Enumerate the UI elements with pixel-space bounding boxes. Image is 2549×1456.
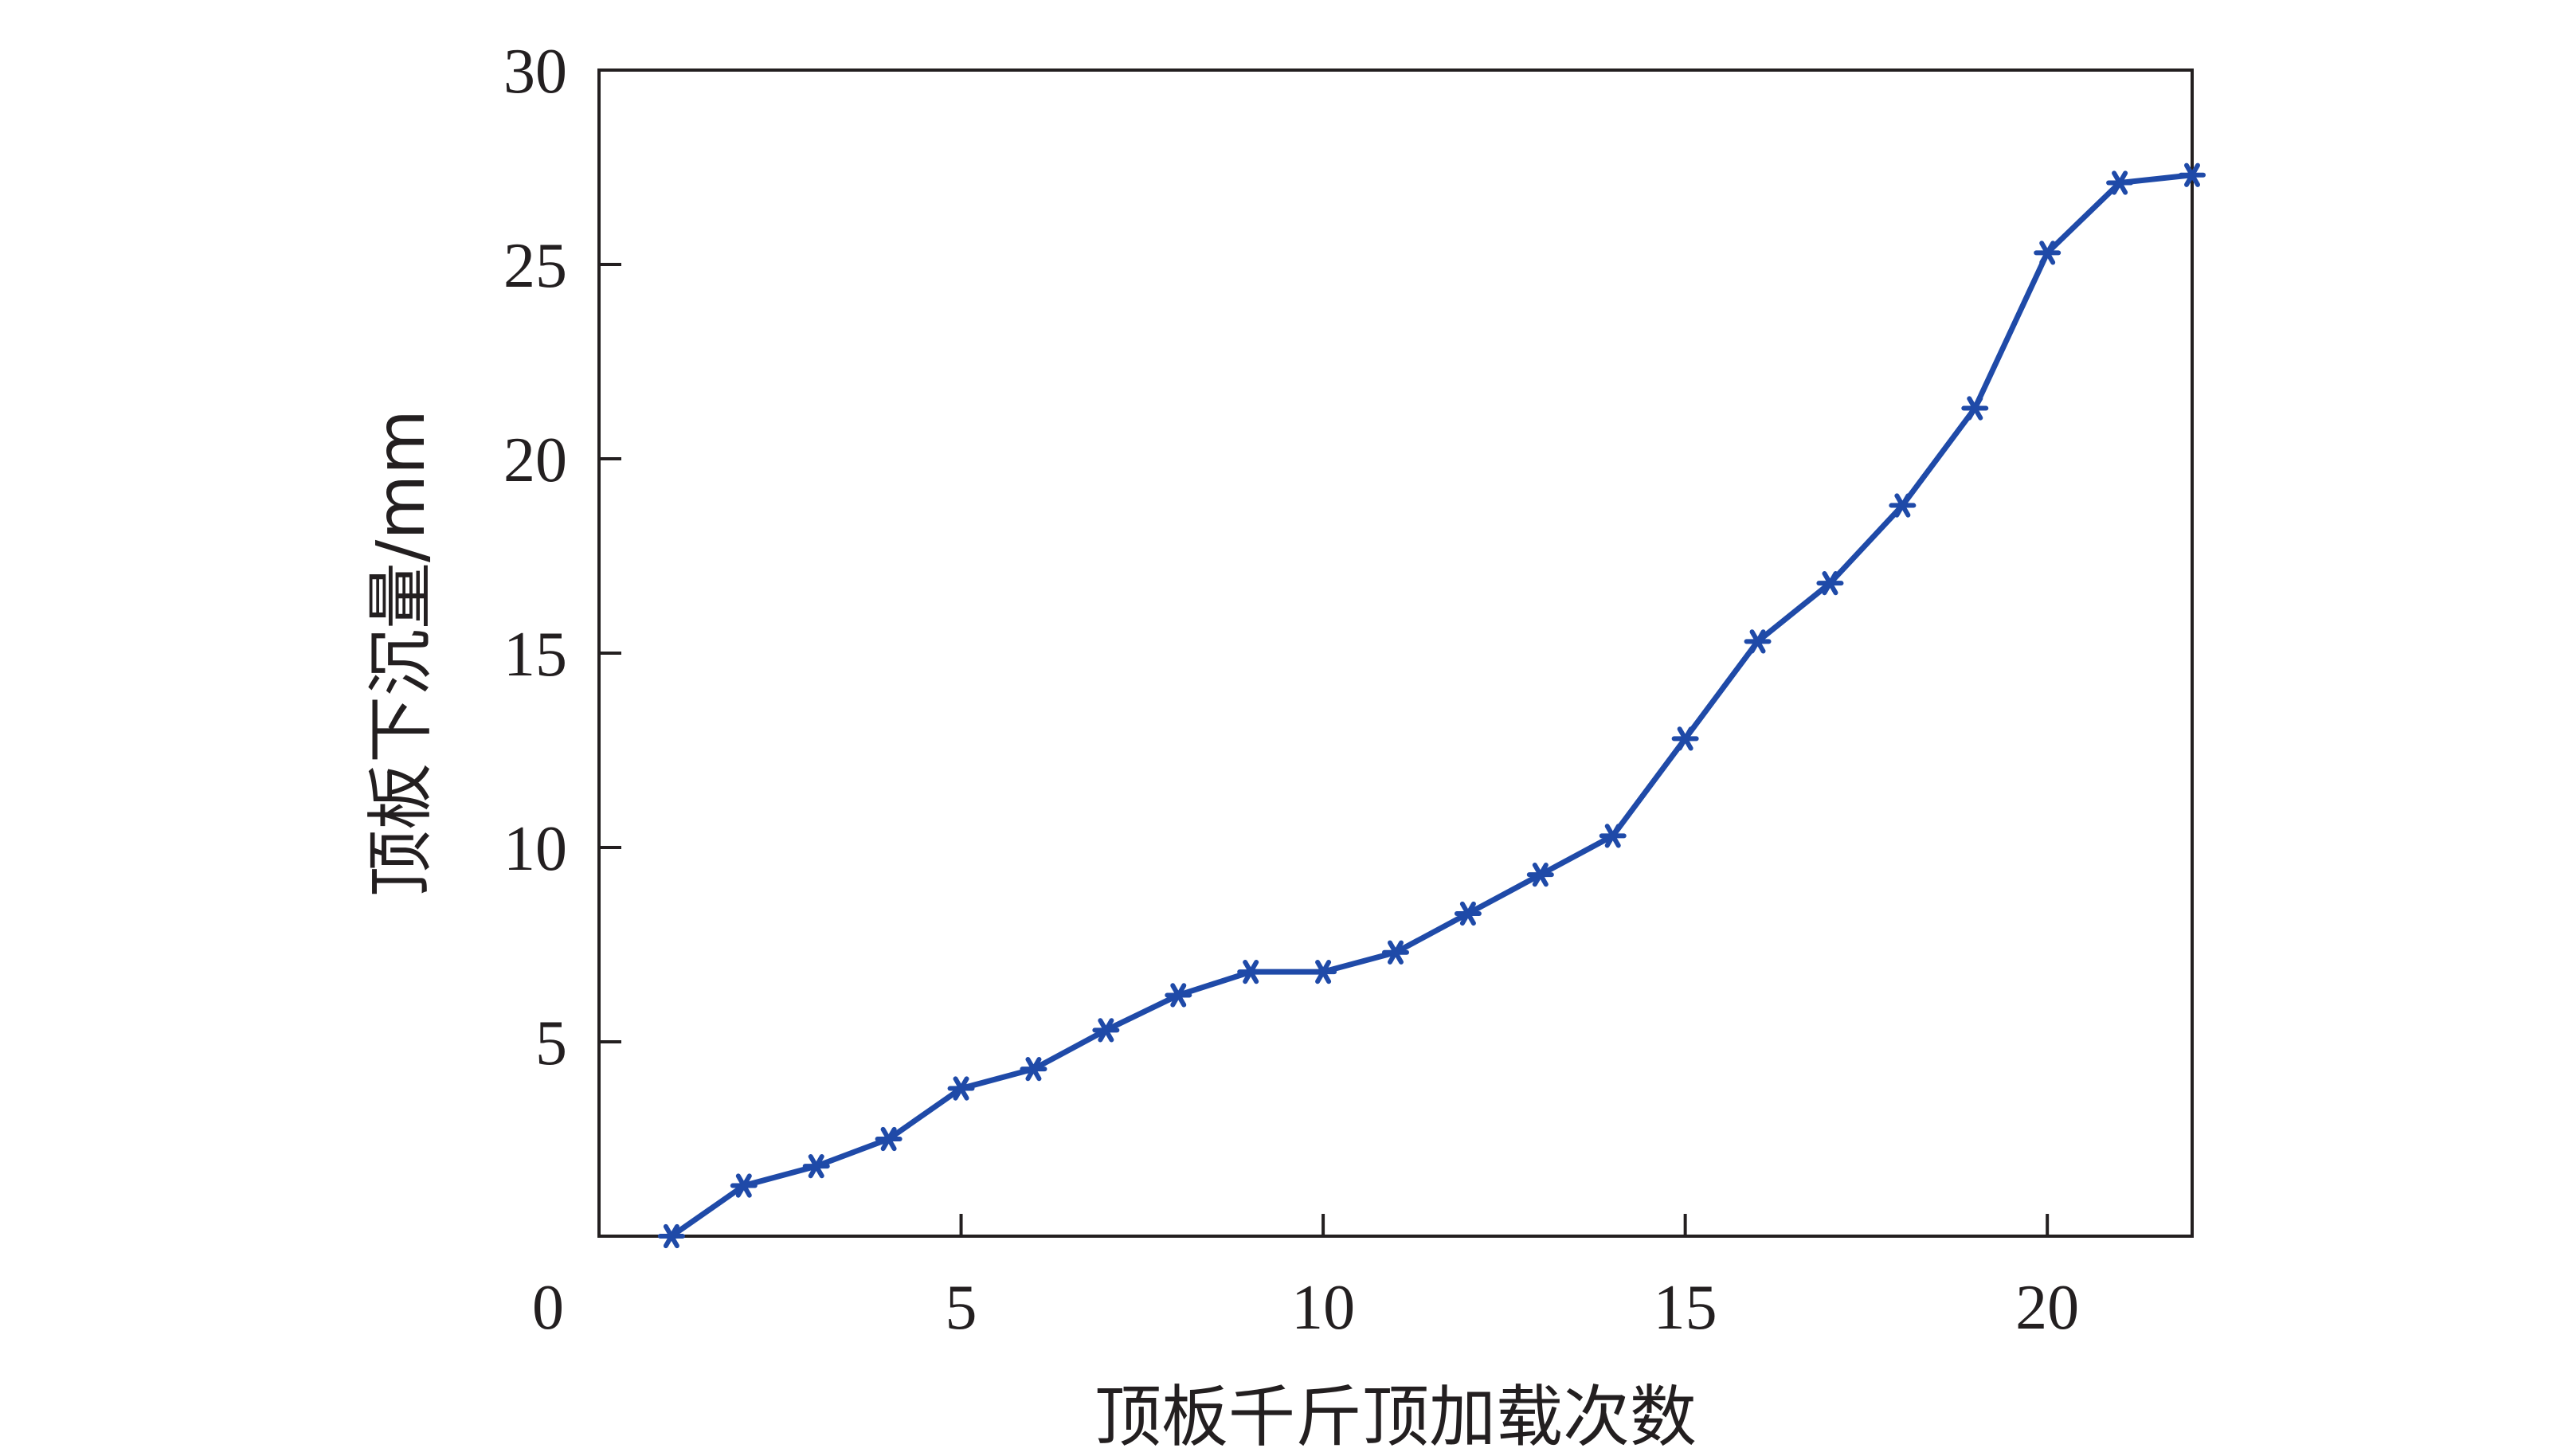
y-tick-label: 5	[535, 1008, 567, 1078]
data-point-marker	[1382, 940, 1409, 965]
data-point-marker	[1092, 1018, 1120, 1043]
series-line	[668, 172, 2195, 1239]
data-point-marker	[1889, 493, 1917, 518]
x-tick-label: 15	[1654, 1273, 1717, 1343]
data-point-marker	[802, 1154, 830, 1179]
data-point-marker	[730, 1173, 758, 1198]
origin-label: 0	[532, 1273, 564, 1343]
y-tick-label: 20	[503, 425, 567, 495]
y-tick-label: 30	[503, 37, 567, 107]
data-point-marker	[1020, 1057, 1047, 1082]
data-point-marker	[1526, 863, 1554, 887]
data-point-marker	[657, 1223, 685, 1249]
data-point-marker	[1599, 824, 1627, 848]
y-axis-title: 顶板下沉量/mm	[362, 409, 440, 897]
data-point-marker	[947, 1076, 975, 1101]
x-tick-label: 5	[946, 1273, 977, 1343]
x-axis-title: 顶板千斤顶加载次数	[1094, 1378, 1697, 1456]
y-tick-label: 10	[503, 814, 567, 884]
plot-frame	[597, 68, 2194, 1238]
data-point-marker	[875, 1126, 903, 1152]
y-tick-label: 15	[503, 620, 567, 690]
x-tick-label: 10	[1291, 1273, 1355, 1343]
data-point-marker	[2034, 241, 2062, 265]
x-tick-label: 20	[2015, 1273, 2079, 1343]
y-tick-label: 25	[503, 231, 567, 301]
data-point-marker	[1165, 983, 1192, 1008]
data-point-marker	[1816, 571, 1844, 596]
data-point-marker	[1744, 629, 1772, 654]
data-point-marker	[1237, 960, 1265, 984]
data-point-marker	[1961, 396, 1989, 421]
data-point-marker	[2179, 162, 2206, 187]
data-point-marker	[1310, 960, 1337, 984]
data-point-marker	[1671, 726, 1699, 751]
data-point-marker	[2106, 170, 2134, 195]
data-point-marker	[1454, 901, 1482, 926]
